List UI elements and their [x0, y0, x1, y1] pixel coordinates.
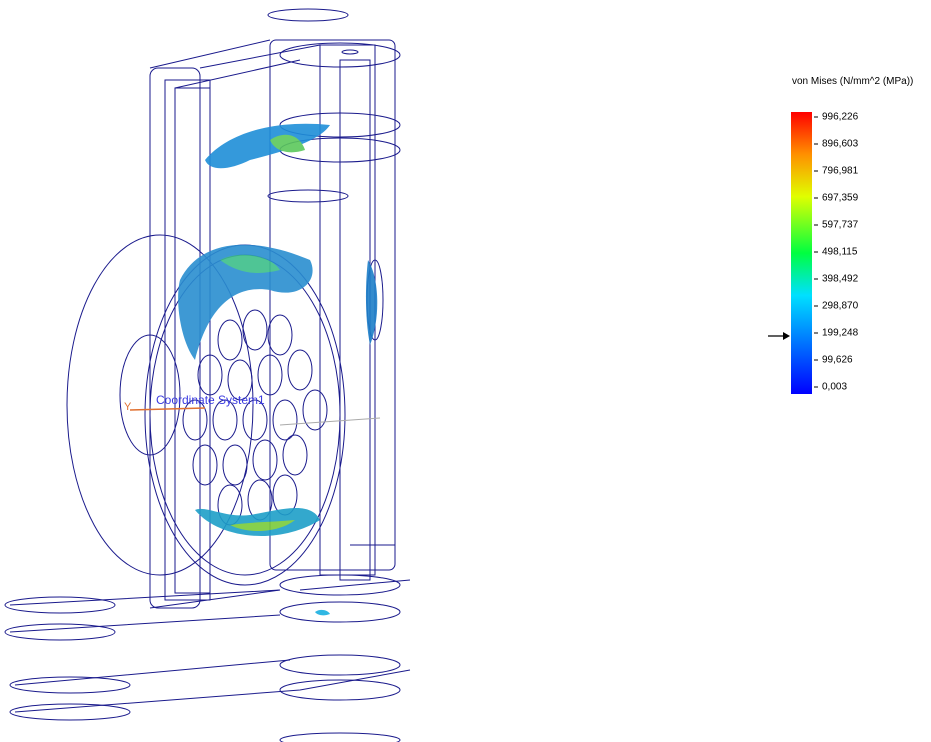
legend-label: 896,603	[822, 139, 859, 150]
legend-label: 697,359	[822, 193, 859, 204]
legend-title: von Mises (N/mm^2 (MPa))	[792, 76, 913, 87]
color-bar	[791, 112, 812, 394]
legend-label: 796,981	[822, 166, 859, 177]
legend-label: 199,248	[822, 328, 859, 339]
coordinate-label: Coordinate System1	[156, 393, 265, 407]
axis-label: Y	[124, 401, 132, 413]
legend-label: 996,226	[822, 112, 859, 123]
legend-label: 99,626	[822, 355, 853, 366]
legend-label: 298,870	[822, 301, 859, 312]
viewport: Y Coordinate System1 von Mises (N/mm^2 (…	[0, 0, 931, 742]
legend-label: 0,003	[822, 382, 847, 393]
legend: von Mises (N/mm^2 (MPa)) 996,226 896,603 7…	[768, 76, 913, 394]
model-view: Y Coordinate System1 von Mises (N/mm^2 (…	[0, 0, 931, 742]
legend-label: 398,492	[822, 274, 859, 285]
legend-label: 597,737	[822, 220, 859, 231]
marker-arrow-head	[783, 332, 790, 340]
legend-label: 498,115	[822, 247, 858, 258]
wireframe	[5, 9, 410, 742]
